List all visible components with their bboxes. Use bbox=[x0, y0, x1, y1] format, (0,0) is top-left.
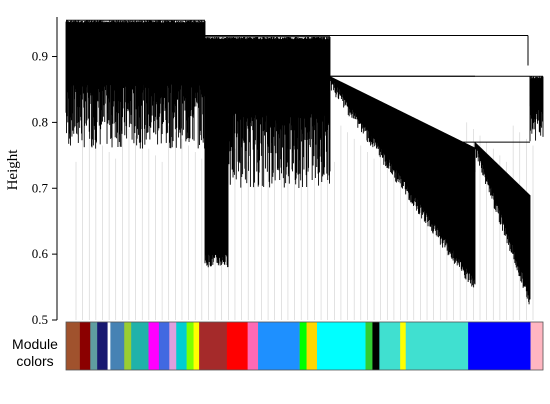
module-color-bar-frame bbox=[65, 321, 544, 371]
cluster-mid-block bbox=[227, 36, 331, 189]
module-color-segment bbox=[316, 322, 366, 370]
module-color-segment bbox=[97, 322, 108, 370]
module-colors-label: Module colors bbox=[12, 336, 58, 369]
cluster-right-slope bbox=[474, 141, 531, 305]
module-color-segment bbox=[400, 322, 407, 370]
module-color-segment bbox=[169, 322, 177, 370]
cluster-far-right bbox=[529, 75, 544, 142]
module-color-segment bbox=[90, 322, 98, 370]
module-color-segment bbox=[379, 322, 401, 370]
module-color-segment bbox=[199, 322, 228, 370]
module-label-line-2: colors bbox=[16, 353, 53, 369]
y-tick-label: 0.7 bbox=[32, 180, 49, 195]
module-color-segment bbox=[176, 322, 187, 370]
module-color-segment bbox=[372, 322, 380, 370]
y-tick-label: 0.8 bbox=[32, 114, 48, 129]
y-axis-title: Height bbox=[5, 149, 21, 191]
dendrogram-clusters bbox=[65, 19, 544, 305]
module-color-segment bbox=[299, 322, 307, 370]
module-color-segment bbox=[158, 322, 170, 370]
module-color-segment bbox=[365, 322, 373, 370]
cluster-narrow-drop bbox=[204, 36, 229, 268]
y-axis: 0.5 0.6 0.7 0.8 0.9 Height bbox=[5, 17, 58, 327]
module-color-segment bbox=[247, 322, 259, 370]
module-color-segment bbox=[306, 322, 318, 370]
module-label-line-1: Module bbox=[12, 336, 58, 352]
module-color-segment bbox=[530, 322, 544, 370]
module-color-segment bbox=[258, 322, 300, 370]
module-color-segment bbox=[66, 322, 81, 370]
y-tick-label: 0.6 bbox=[32, 246, 49, 261]
module-color-segment bbox=[79, 322, 91, 370]
cluster-slope-block bbox=[329, 75, 476, 288]
module-color-segment bbox=[124, 322, 132, 370]
module-color-segment bbox=[468, 322, 531, 370]
cluster-left-block bbox=[65, 19, 206, 149]
module-color-segment bbox=[107, 322, 111, 370]
module-color-segment bbox=[193, 322, 200, 370]
dendrogram-merges bbox=[180, 34, 531, 173]
y-ticks: 0.5 0.6 0.7 0.8 0.9 bbox=[32, 49, 57, 327]
module-color-segment bbox=[226, 322, 248, 370]
module-color-segment bbox=[405, 322, 469, 370]
y-tick-label: 0.9 bbox=[32, 49, 48, 64]
module-color-bar bbox=[66, 322, 544, 370]
module-color-segment bbox=[186, 322, 194, 370]
module-color-segment bbox=[110, 322, 125, 370]
y-tick-label: 0.5 bbox=[32, 312, 48, 327]
module-color-segment bbox=[148, 322, 160, 370]
module-color-segment bbox=[131, 322, 149, 370]
